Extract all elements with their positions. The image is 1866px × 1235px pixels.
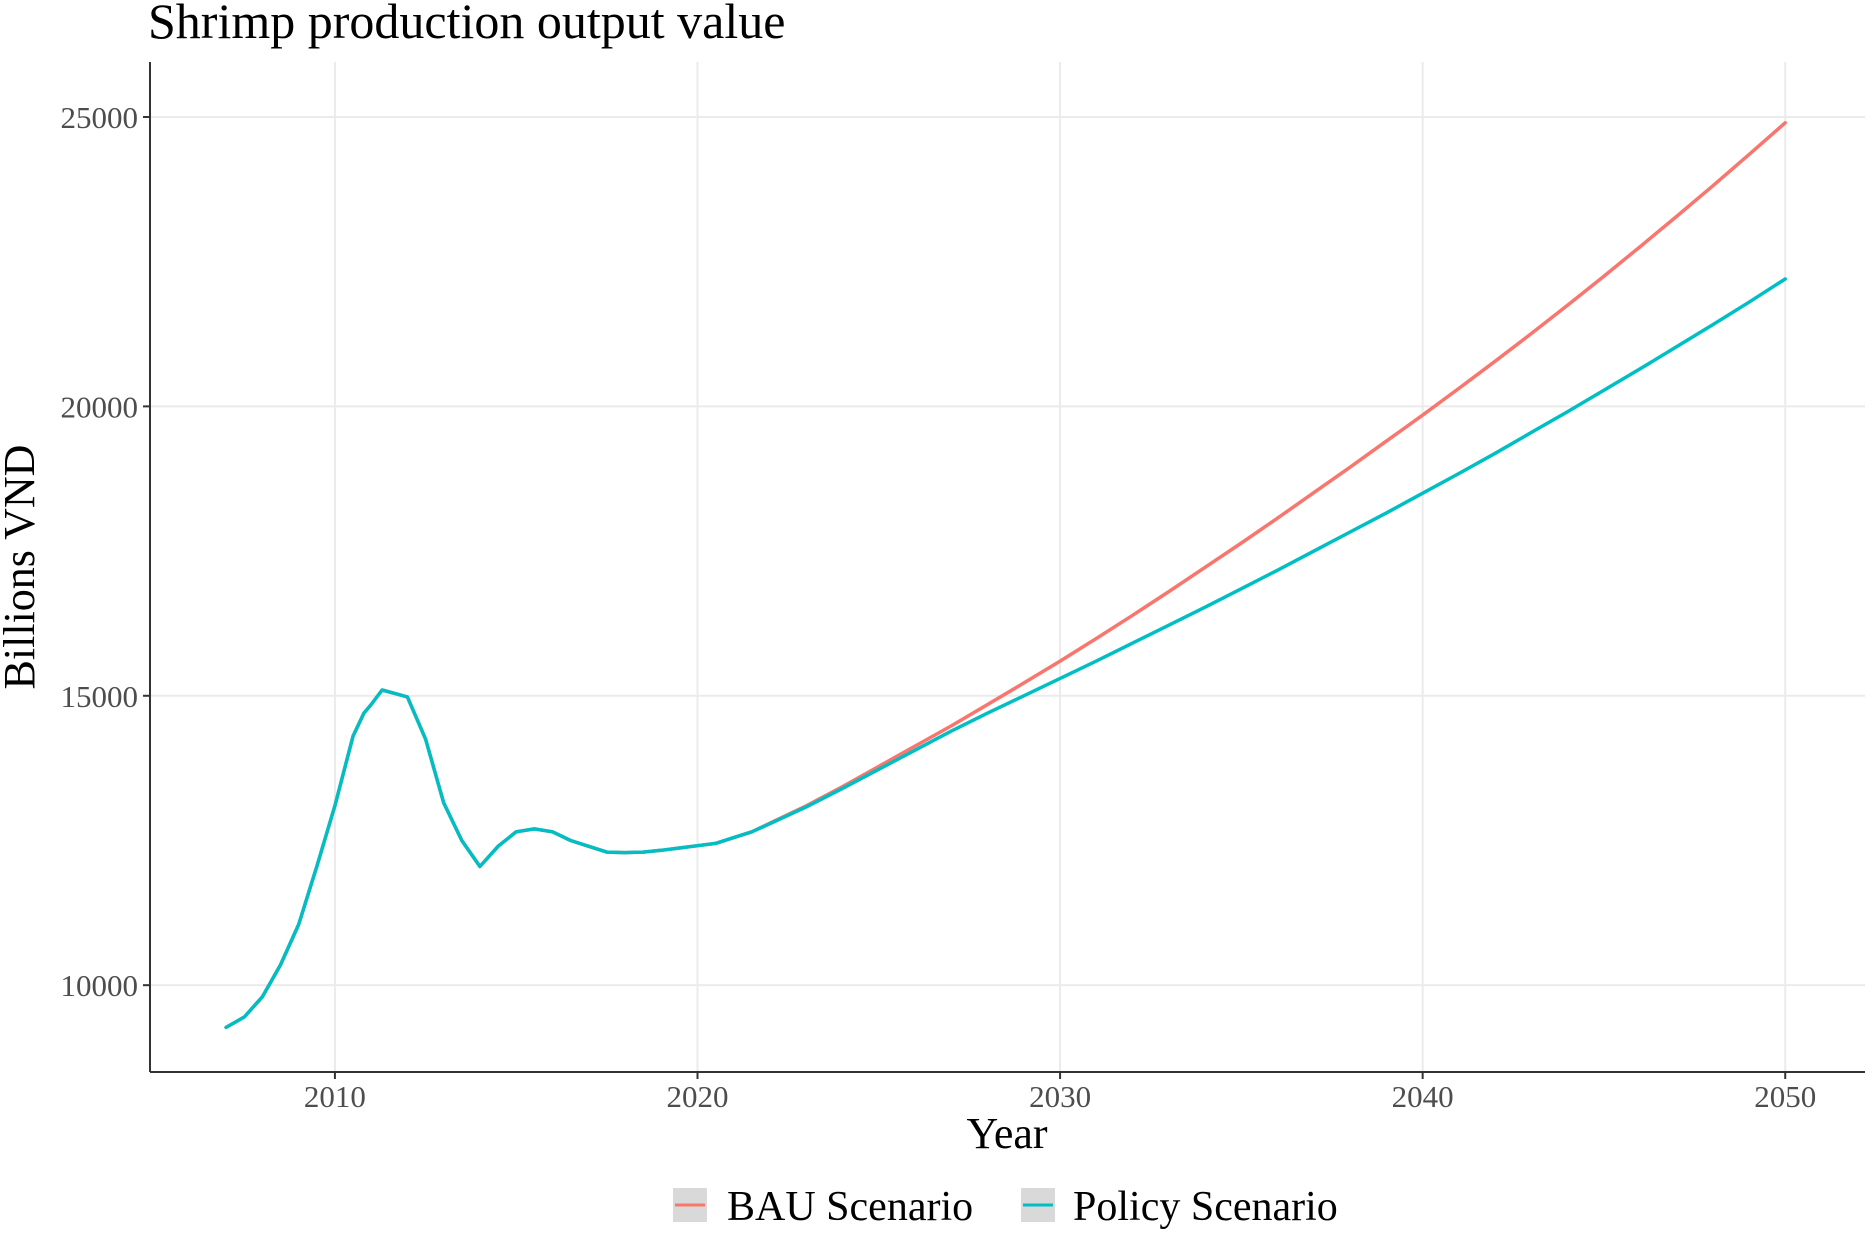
legend: BAU Scenario Policy Scenario: [673, 1184, 1338, 1230]
y-tick-label: 15000: [61, 679, 139, 714]
x-tick-label: 2010: [304, 1079, 366, 1114]
x-tick-label: 2050: [1754, 1079, 1816, 1114]
x-tick-label: 2020: [666, 1079, 728, 1114]
y-axis-title: Billions VND: [0, 445, 44, 690]
y-ticks: 10000 15000 20000 25000: [61, 100, 150, 1003]
x-axis-title: Year: [966, 1109, 1047, 1158]
x-tick-label: 2030: [1029, 1079, 1091, 1114]
series-line-bau: [224, 121, 1787, 1030]
series-line-policy: [224, 277, 1787, 1030]
chart-title: Shrimp production output value: [148, 0, 785, 49]
legend-label-policy: Policy Scenario: [1073, 1184, 1338, 1230]
grid: [150, 62, 1865, 1072]
x-tick-label: 2040: [1392, 1079, 1454, 1114]
x-ticks: 2010 2020 2030 2040 2050: [304, 1072, 1816, 1114]
legend-label-bau: BAU Scenario: [727, 1184, 973, 1230]
y-tick-label: 20000: [61, 389, 139, 424]
series-layer: [224, 121, 1787, 1030]
y-tick-label: 25000: [61, 100, 139, 135]
y-tick-label: 10000: [61, 968, 139, 1003]
